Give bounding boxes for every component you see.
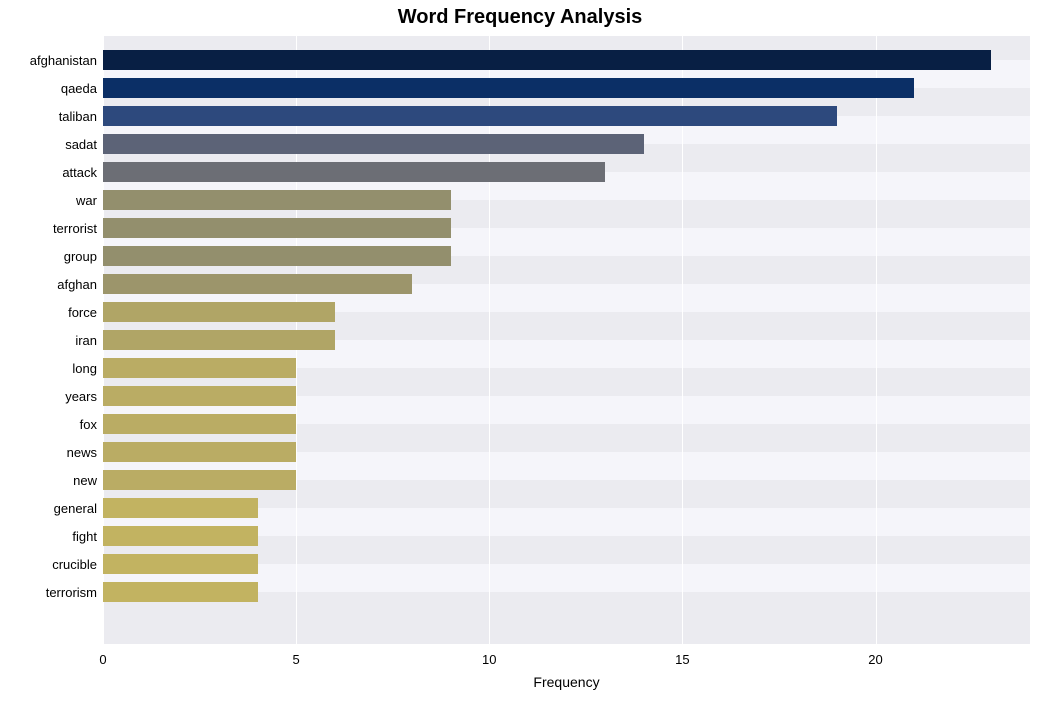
bar bbox=[103, 358, 296, 378]
x-axis-label: Frequency bbox=[103, 674, 1030, 690]
bar bbox=[103, 106, 837, 126]
bar bbox=[103, 162, 605, 182]
chart-container: Word Frequency Analysis Frequency afghan… bbox=[0, 0, 1040, 701]
y-tick-label: new bbox=[73, 474, 97, 487]
y-tick-label: qaeda bbox=[61, 82, 97, 95]
bar bbox=[103, 554, 258, 574]
x-tick-label: 10 bbox=[482, 652, 496, 667]
y-tick-label: iran bbox=[75, 334, 97, 347]
bar bbox=[103, 386, 296, 406]
bar bbox=[103, 274, 412, 294]
x-tick-label: 0 bbox=[99, 652, 106, 667]
y-tick-label: taliban bbox=[59, 110, 97, 123]
bar bbox=[103, 302, 335, 322]
y-tick-label: terrorism bbox=[46, 586, 97, 599]
gridline bbox=[489, 36, 490, 644]
y-tick-label: fox bbox=[80, 418, 97, 431]
y-tick-label: group bbox=[64, 250, 97, 263]
bar bbox=[103, 498, 258, 518]
y-tick-label: years bbox=[65, 390, 97, 403]
y-tick-label: crucible bbox=[52, 558, 97, 571]
y-tick-label: attack bbox=[62, 166, 97, 179]
bar bbox=[103, 78, 914, 98]
bar bbox=[103, 218, 451, 238]
gridline bbox=[682, 36, 683, 644]
bar bbox=[103, 470, 296, 490]
bar bbox=[103, 50, 991, 70]
y-tick-label: terrorist bbox=[53, 222, 97, 235]
bar bbox=[103, 526, 258, 546]
chart-title: Word Frequency Analysis bbox=[0, 6, 1040, 29]
y-tick-label: long bbox=[72, 362, 97, 375]
bar bbox=[103, 442, 296, 462]
y-tick-label: war bbox=[76, 194, 97, 207]
y-tick-label: general bbox=[54, 502, 97, 515]
plot-area bbox=[103, 36, 1030, 644]
y-tick-label: afghan bbox=[57, 278, 97, 291]
bar bbox=[103, 414, 296, 434]
gridline bbox=[876, 36, 877, 644]
bar bbox=[103, 330, 335, 350]
x-tick-label: 20 bbox=[868, 652, 882, 667]
x-tick-label: 5 bbox=[293, 652, 300, 667]
y-tick-label: afghanistan bbox=[30, 54, 97, 67]
y-tick-label: sadat bbox=[65, 138, 97, 151]
bar bbox=[103, 246, 451, 266]
bar bbox=[103, 134, 644, 154]
y-tick-label: news bbox=[67, 446, 97, 459]
bar bbox=[103, 190, 451, 210]
x-tick-label: 15 bbox=[675, 652, 689, 667]
y-tick-label: force bbox=[68, 306, 97, 319]
y-tick-label: fight bbox=[72, 530, 97, 543]
bar bbox=[103, 582, 258, 602]
